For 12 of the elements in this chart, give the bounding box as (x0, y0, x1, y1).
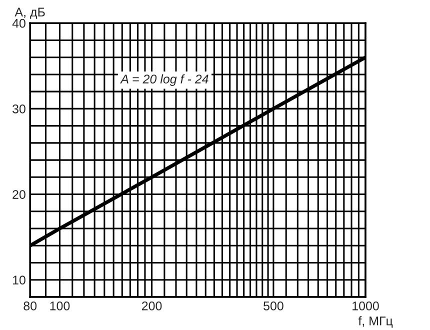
y-tick-label: 30 (12, 104, 26, 114)
x-axis-title: f, МГц (358, 316, 393, 328)
y-tick-label: 40 (12, 18, 26, 28)
x-tick-label: 80 (24, 301, 37, 310)
y-tick-label: 20 (12, 190, 26, 199)
x-tick-label: 1000 (352, 301, 379, 310)
text: A = 20 log f - 24 (120, 74, 208, 86)
x-tick-label: 500 (264, 301, 284, 310)
x-tick-label: 100 (50, 301, 70, 310)
y-tick-label: 10 (12, 276, 26, 285)
y-axis-title: A, дБ (14, 8, 45, 19)
x-tick-label: 200 (142, 301, 162, 310)
